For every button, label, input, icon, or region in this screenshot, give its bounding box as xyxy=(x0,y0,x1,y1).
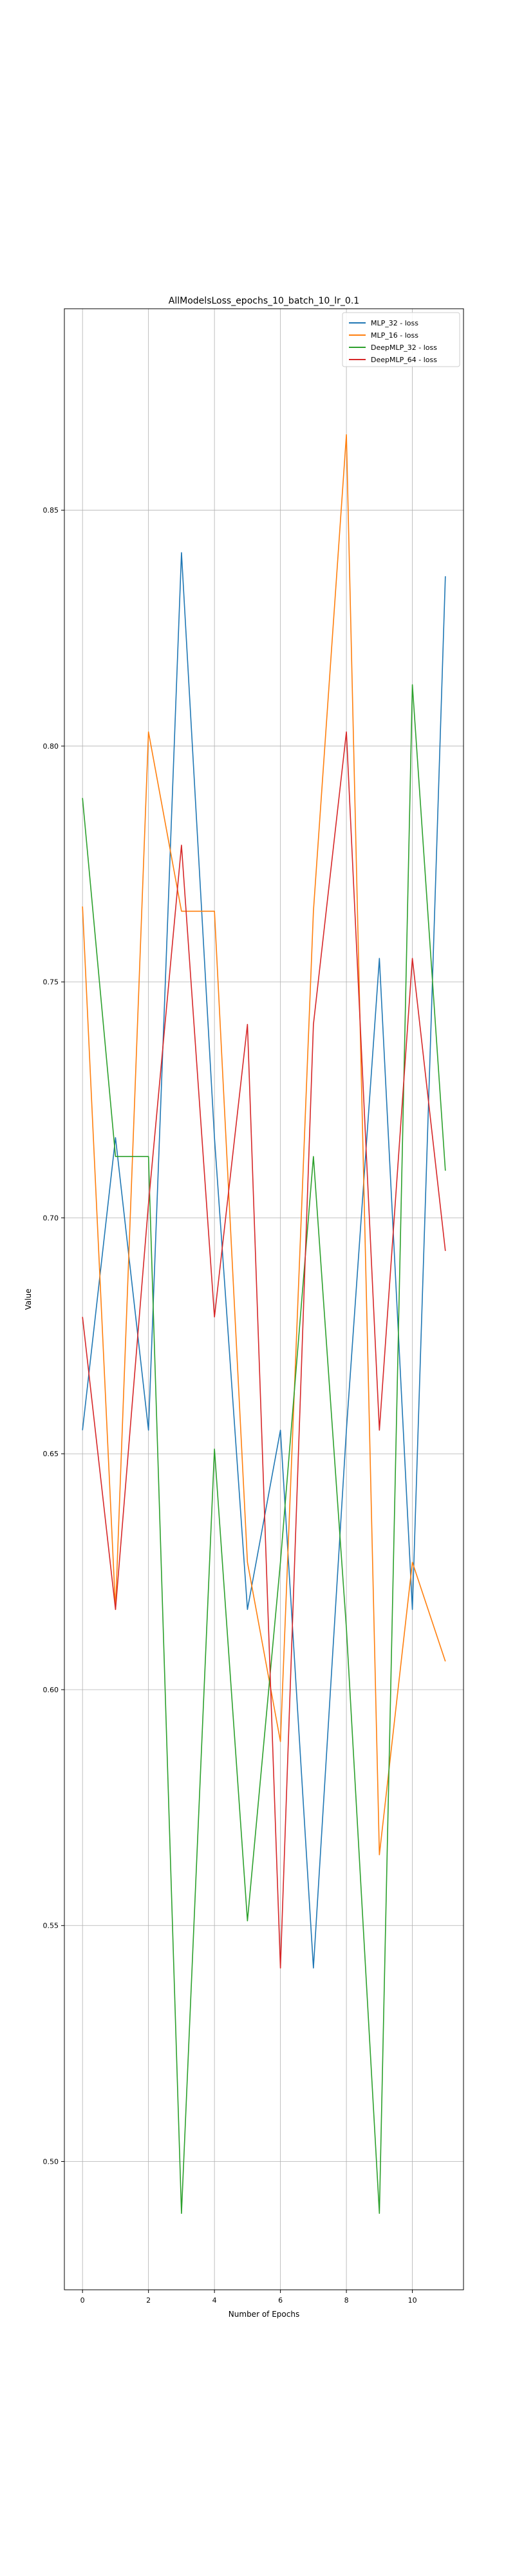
series-line-0 xyxy=(82,552,446,1969)
plot-frame xyxy=(64,308,464,2290)
x-tick-label: 8 xyxy=(344,2296,349,2305)
y-tick-label: 0.60 xyxy=(43,1686,59,1694)
y-axis-label: Value xyxy=(24,1289,33,1310)
tick-layer: 0 2 4 6 8 10 0.50 0.55 0.60 0.65 0.70 0.75 0.80 0.85 xyxy=(43,506,417,2305)
y-tick-label: 0.55 xyxy=(43,1922,59,1930)
x-tick-label: 2 xyxy=(146,2296,151,2305)
grid-layer xyxy=(64,309,464,2290)
x-tick-label: 0 xyxy=(80,2296,85,2305)
legend-label: MLP_16 - loss xyxy=(371,331,418,340)
x-tick-label: 6 xyxy=(278,2296,283,2305)
series-line-1 xyxy=(82,434,446,1856)
y-tick-label: 0.80 xyxy=(43,742,59,751)
series-line-2 xyxy=(82,684,446,2214)
x-tick-label: 10 xyxy=(408,2296,417,2305)
legend-label: MLP_32 - loss xyxy=(371,319,418,327)
legend-label: DeepMLP_64 - loss xyxy=(371,356,437,364)
y-tick-label: 0.65 xyxy=(43,1450,59,1458)
chart-title: AllModelsLoss_epochs_10_batch_10_lr_0.1 xyxy=(169,296,359,306)
legend-label: DeepMLP_32 - loss xyxy=(371,343,437,352)
x-tick-label: 4 xyxy=(212,2296,217,2305)
y-tick-label: 0.50 xyxy=(43,2157,59,2166)
series-layer xyxy=(82,434,446,2214)
x-axis-label: Number of Epochs xyxy=(229,2310,299,2319)
y-tick-label: 0.70 xyxy=(43,1214,59,1222)
legend-items: MLP_32 - loss MLP_16 - loss DeepMLP_32 - l… xyxy=(349,319,437,364)
legend: MLP_32 - loss MLP_16 - loss DeepMLP_32 - l… xyxy=(342,312,460,367)
legend-box xyxy=(342,312,460,367)
y-tick-label: 0.85 xyxy=(43,506,59,515)
y-tick-label: 0.75 xyxy=(43,978,59,987)
series-line-3 xyxy=(82,731,446,1969)
